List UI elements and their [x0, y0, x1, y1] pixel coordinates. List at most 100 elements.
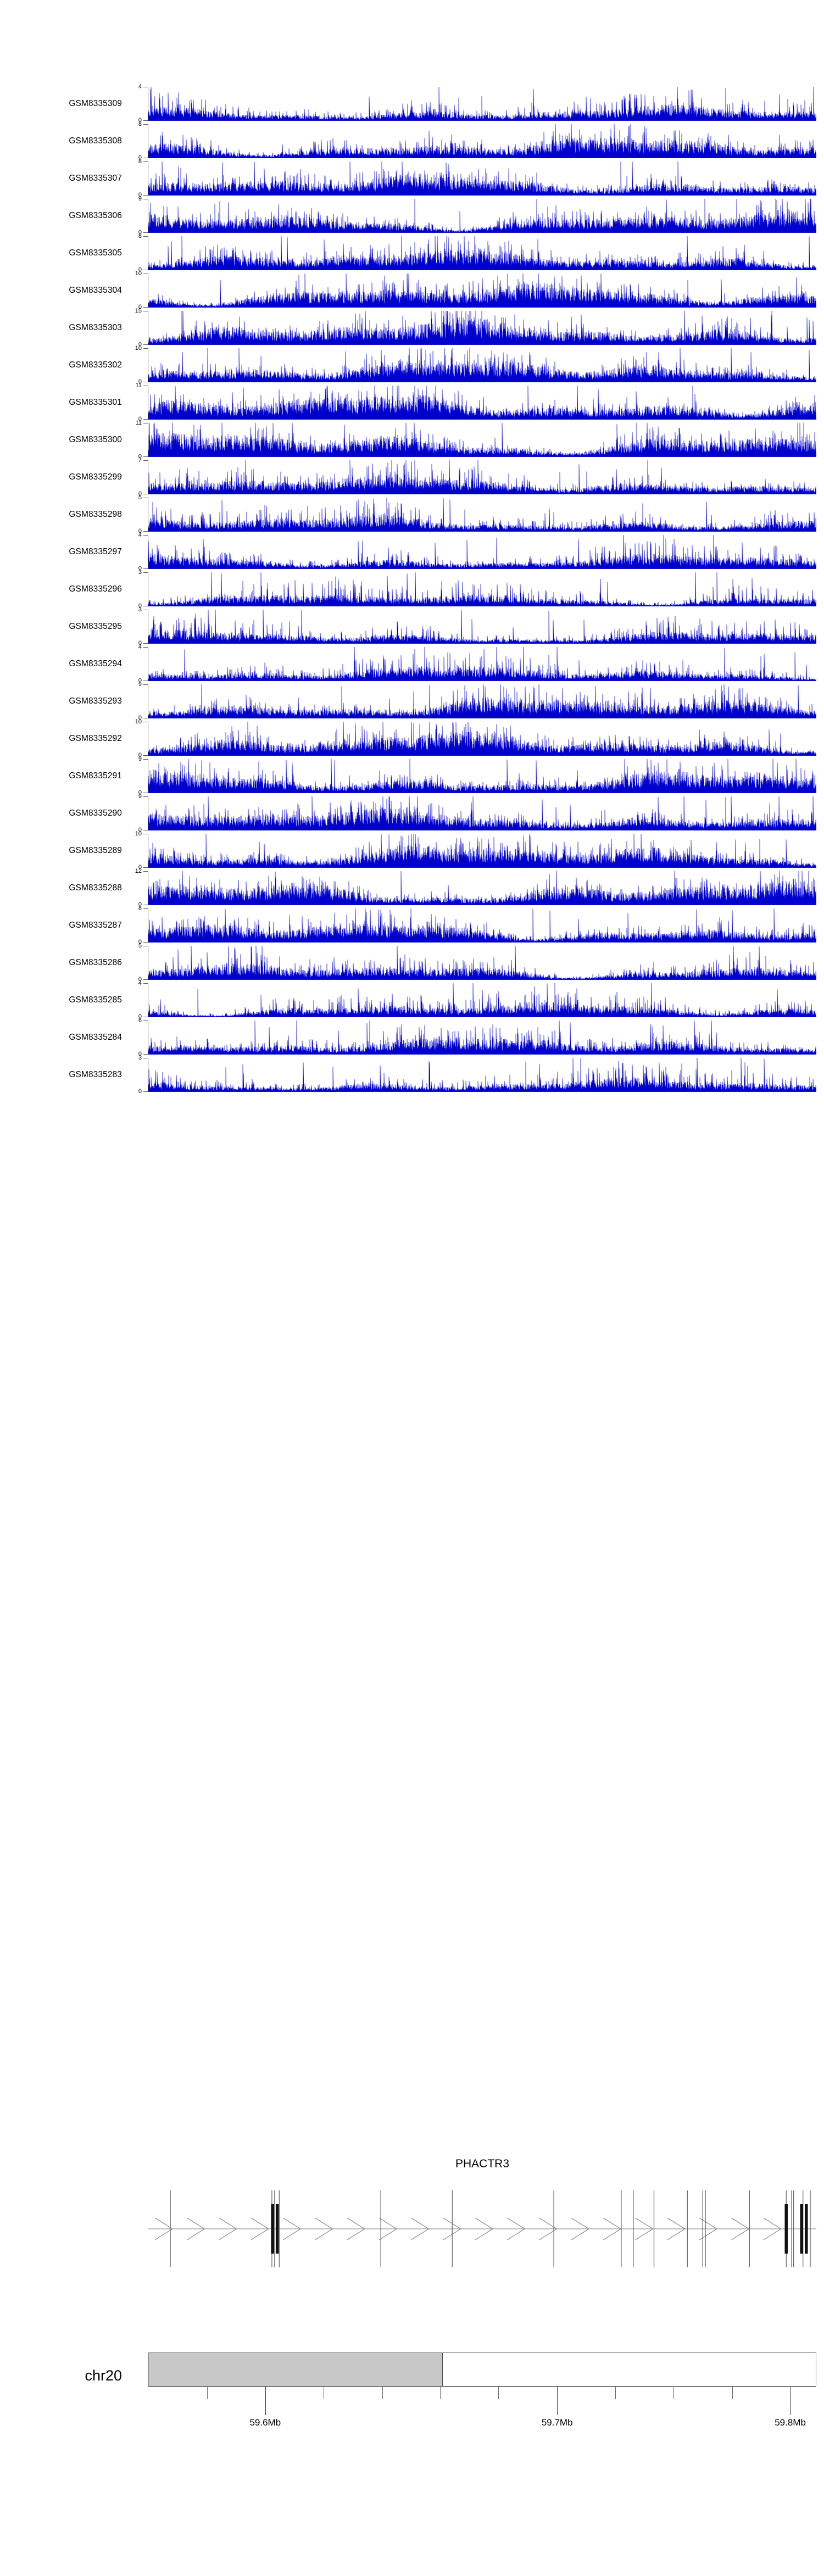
- coverage-track[interactable]: GSM8335287 8 0: [0, 906, 824, 945]
- coverage-track[interactable]: GSM8335303 15 0: [0, 308, 824, 348]
- coverage-track[interactable]: GSM8335295 3 0: [0, 607, 824, 646]
- coverage-track[interactable]: GSM8335294 4 0: [0, 644, 824, 684]
- coverage-track[interactable]: GSM8335286 5 0: [0, 943, 824, 983]
- genome-coordinate-axis: 59.6Mb 59.7Mb 59.8Mb: [148, 2387, 816, 2452]
- coverage-track[interactable]: GSM8335305 8 0: [0, 233, 824, 273]
- coverage-track[interactable]: GSM8335296 3 0: [0, 570, 824, 609]
- track-label: GSM8335308: [69, 136, 122, 146]
- coverage-track[interactable]: GSM8335289 10 0: [0, 831, 824, 871]
- coverage-track[interactable]: GSM8335299 7 0: [0, 458, 824, 497]
- coverage-track[interactable]: GSM8335293 9 0: [0, 682, 824, 721]
- axis-tick-label: 59.7Mb: [541, 2417, 573, 2428]
- y-axis-max-label: 3: [138, 606, 142, 613]
- coverage-histogram: [148, 236, 816, 270]
- coverage-track[interactable]: GSM8335285 4 0: [0, 980, 824, 1020]
- strand-arrow-icon: [315, 2217, 333, 2240]
- coverage-baseline: [148, 979, 816, 980]
- coverage-histogram: [148, 871, 816, 905]
- coverage-plot[interactable]: 10 0: [135, 271, 816, 310]
- chromosome-ideogram[interactable]: [148, 2352, 816, 2387]
- y-axis: 10 0: [135, 271, 148, 310]
- y-axis-tick-min: [143, 568, 148, 569]
- y-axis-tick-min: [143, 195, 148, 196]
- coverage-track[interactable]: GSM8335301 11 0: [0, 383, 824, 422]
- y-axis-tick-max: [143, 908, 148, 909]
- y-axis-tick-min: [143, 643, 148, 644]
- coverage-track[interactable]: GSM8335302 10 0: [0, 345, 824, 385]
- coverage-plot[interactable]: 11 0: [136, 420, 816, 460]
- coverage-track[interactable]: GSM8335307 8 0: [0, 159, 824, 198]
- track-label: GSM8335300: [69, 435, 122, 444]
- y-axis-max-label: 10: [135, 718, 142, 725]
- coverage-track[interactable]: GSM8335306 9 0: [0, 196, 824, 236]
- coverage-plot[interactable]: 11 0: [136, 383, 816, 422]
- coverage-track-list: GSM8335309 4 0 GSM8335308 8 0 GSM8335307 8 0 GSM8…: [0, 84, 824, 1095]
- coverage-histogram: [148, 572, 816, 606]
- y-axis-min-label: 0: [138, 864, 142, 871]
- coverage-histogram: [148, 87, 816, 121]
- coverage-plot[interactable]: 10 0: [135, 719, 816, 759]
- coverage-plot[interactable]: 15 0: [135, 308, 816, 348]
- coverage-histogram: [148, 983, 816, 1017]
- coverage-histogram: [148, 535, 816, 569]
- coverage-track[interactable]: GSM8335309 4 0: [0, 84, 824, 124]
- strand-arrow-icon: [378, 2217, 398, 2240]
- coverage-histogram: [148, 423, 816, 457]
- y-axis-tick-min: [143, 755, 148, 756]
- y-axis-min-label: 0: [138, 341, 142, 348]
- coverage-histogram: [148, 908, 816, 943]
- y-axis-tick-min: [143, 942, 148, 943]
- y-axis-tick-max: [143, 684, 148, 685]
- coverage-track[interactable]: GSM8335304 10 0: [0, 271, 824, 310]
- coverage-plot[interactable]: 12 0: [135, 868, 816, 908]
- gene-label: PHACTR3: [455, 2157, 510, 2170]
- axis-tick-minor: [673, 2387, 674, 2399]
- track-label: GSM8335285: [69, 995, 122, 1005]
- coverage-track[interactable]: GSM8335283 3 0: [0, 1055, 824, 1095]
- coverage-baseline: [148, 1054, 816, 1055]
- coverage-track[interactable]: GSM8335297 4 0: [0, 532, 824, 572]
- coverage-plot[interactable]: 10 0: [135, 831, 816, 871]
- coverage-track[interactable]: GSM8335290 9 0: [0, 794, 824, 833]
- y-axis-max-label: 11: [135, 382, 142, 389]
- coverage-track[interactable]: GSM8335288 12 0: [0, 868, 824, 908]
- y-axis-tick-min: [143, 1054, 148, 1055]
- coverage-track[interactable]: GSM8335308 8 0: [0, 121, 824, 161]
- coverage-track[interactable]: GSM8335291 9 0: [0, 756, 824, 796]
- axis-tick-minor: [440, 2387, 441, 2399]
- y-axis: 11 0: [136, 420, 148, 460]
- coverage-track[interactable]: GSM8335298 5 0: [0, 495, 824, 534]
- coverage-track[interactable]: GSM8335300 11 0: [0, 420, 824, 460]
- coverage-track[interactable]: GSM8335284 6 0: [0, 1018, 824, 1057]
- coverage-baseline: [148, 307, 816, 308]
- y-axis-min-label: 0: [138, 565, 142, 572]
- strand-arrow-icon: [603, 2217, 622, 2240]
- gene-annotation-track[interactable]: PHACTR3: [148, 2157, 816, 2268]
- y-axis-tick-min: [143, 120, 148, 121]
- coverage-plot[interactable]: 10 0: [135, 345, 816, 385]
- strand-arrow-icon: [571, 2217, 590, 2240]
- coverage-baseline: [148, 942, 816, 943]
- coverage-track[interactable]: GSM8335292 10 0: [0, 719, 824, 759]
